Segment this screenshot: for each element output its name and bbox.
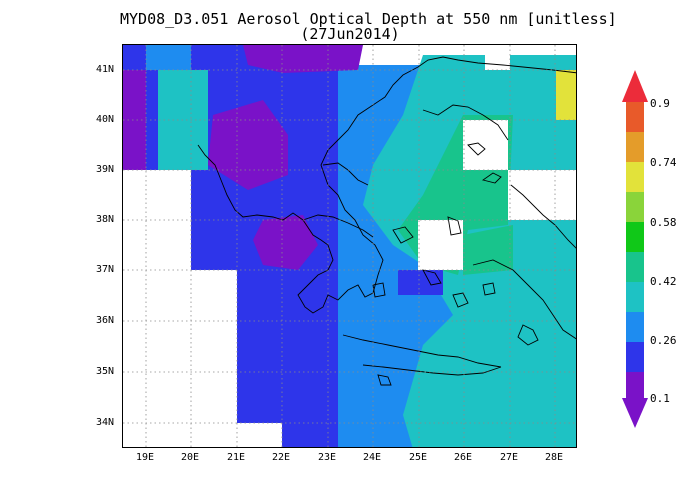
colorbar-segment [626,102,644,132]
coastline [422,104,509,141]
aod-map [123,45,576,447]
aod-region [243,45,363,73]
aod-region [556,70,576,120]
colorbar-segment [626,192,644,222]
coastline [342,334,502,368]
lat-label: 41N [95,64,114,75]
lon-label: 25E [408,452,428,463]
coastline [422,269,442,286]
no-data-cell [123,170,191,447]
colorbar-label: 0.58 [650,216,677,229]
colorbar-top-arrow [622,70,648,102]
lat-label: 40N [95,114,114,125]
aod-region [398,270,443,295]
map-title: MYD08_D3.051 Aerosol Optical Depth at 55… [120,10,617,28]
no-data-cell [508,170,576,220]
no-data-cell [237,423,282,447]
colorbar-segment [626,222,644,252]
aod-region [253,215,318,270]
colorbar-segment [626,162,644,192]
aod-region [123,70,146,170]
lat-label: 39N [95,164,114,175]
colorbar-label: 0.42 [650,275,677,288]
lat-label: 37N [95,264,114,275]
no-data-cell [418,220,463,270]
lon-label: 20E [180,452,200,463]
coastline [467,142,486,156]
lon-label: 27E [499,452,519,463]
coastlines [197,56,576,386]
colorbar-segment [626,372,644,398]
coastline [472,259,576,340]
coastline [481,172,502,184]
coastline [392,226,414,244]
graticule [123,45,576,447]
coastline [517,324,539,346]
coastline [377,374,392,386]
colorbar-segment [626,132,644,162]
coastline [482,282,496,296]
colorbar [622,70,648,428]
coastline [197,56,576,314]
colorbar-label: 0.74 [650,156,677,169]
lat-label: 34N [95,417,114,428]
coastline [452,292,469,308]
lon-label: 26E [453,452,473,463]
no-data-cells [123,45,576,447]
colorbar-segment [626,342,644,372]
lon-label: 19E [135,452,155,463]
colorbar-label: 0.9 [650,97,670,110]
coastline [447,216,462,236]
no-data-cell [485,45,510,70]
colorbar-segment [626,252,644,282]
lon-label: 23E [317,452,337,463]
coastline [362,364,502,376]
aod-region [146,70,158,170]
lon-label: 22E [271,452,291,463]
colorbar-segment [626,312,644,342]
coastline [510,184,576,249]
colorbar-bottom-arrow [622,398,648,428]
coastline [372,282,386,298]
lat-label: 38N [95,214,114,225]
lat-label: 35N [95,366,114,377]
lon-label: 21E [226,452,246,463]
lon-label: 24E [362,452,382,463]
colorbar-segment [626,282,644,312]
colorbar-label: 0.26 [650,334,677,347]
aod-region [208,100,288,190]
lat-label: 36N [95,315,114,326]
aod-region [146,45,191,70]
map-date: (27Jun2014) [300,25,400,43]
lon-label: 28E [544,452,564,463]
colorbar-label: 0.1 [650,392,670,405]
map-panel [122,44,577,448]
aod-region [463,225,513,275]
no-data-cell [191,270,237,423]
